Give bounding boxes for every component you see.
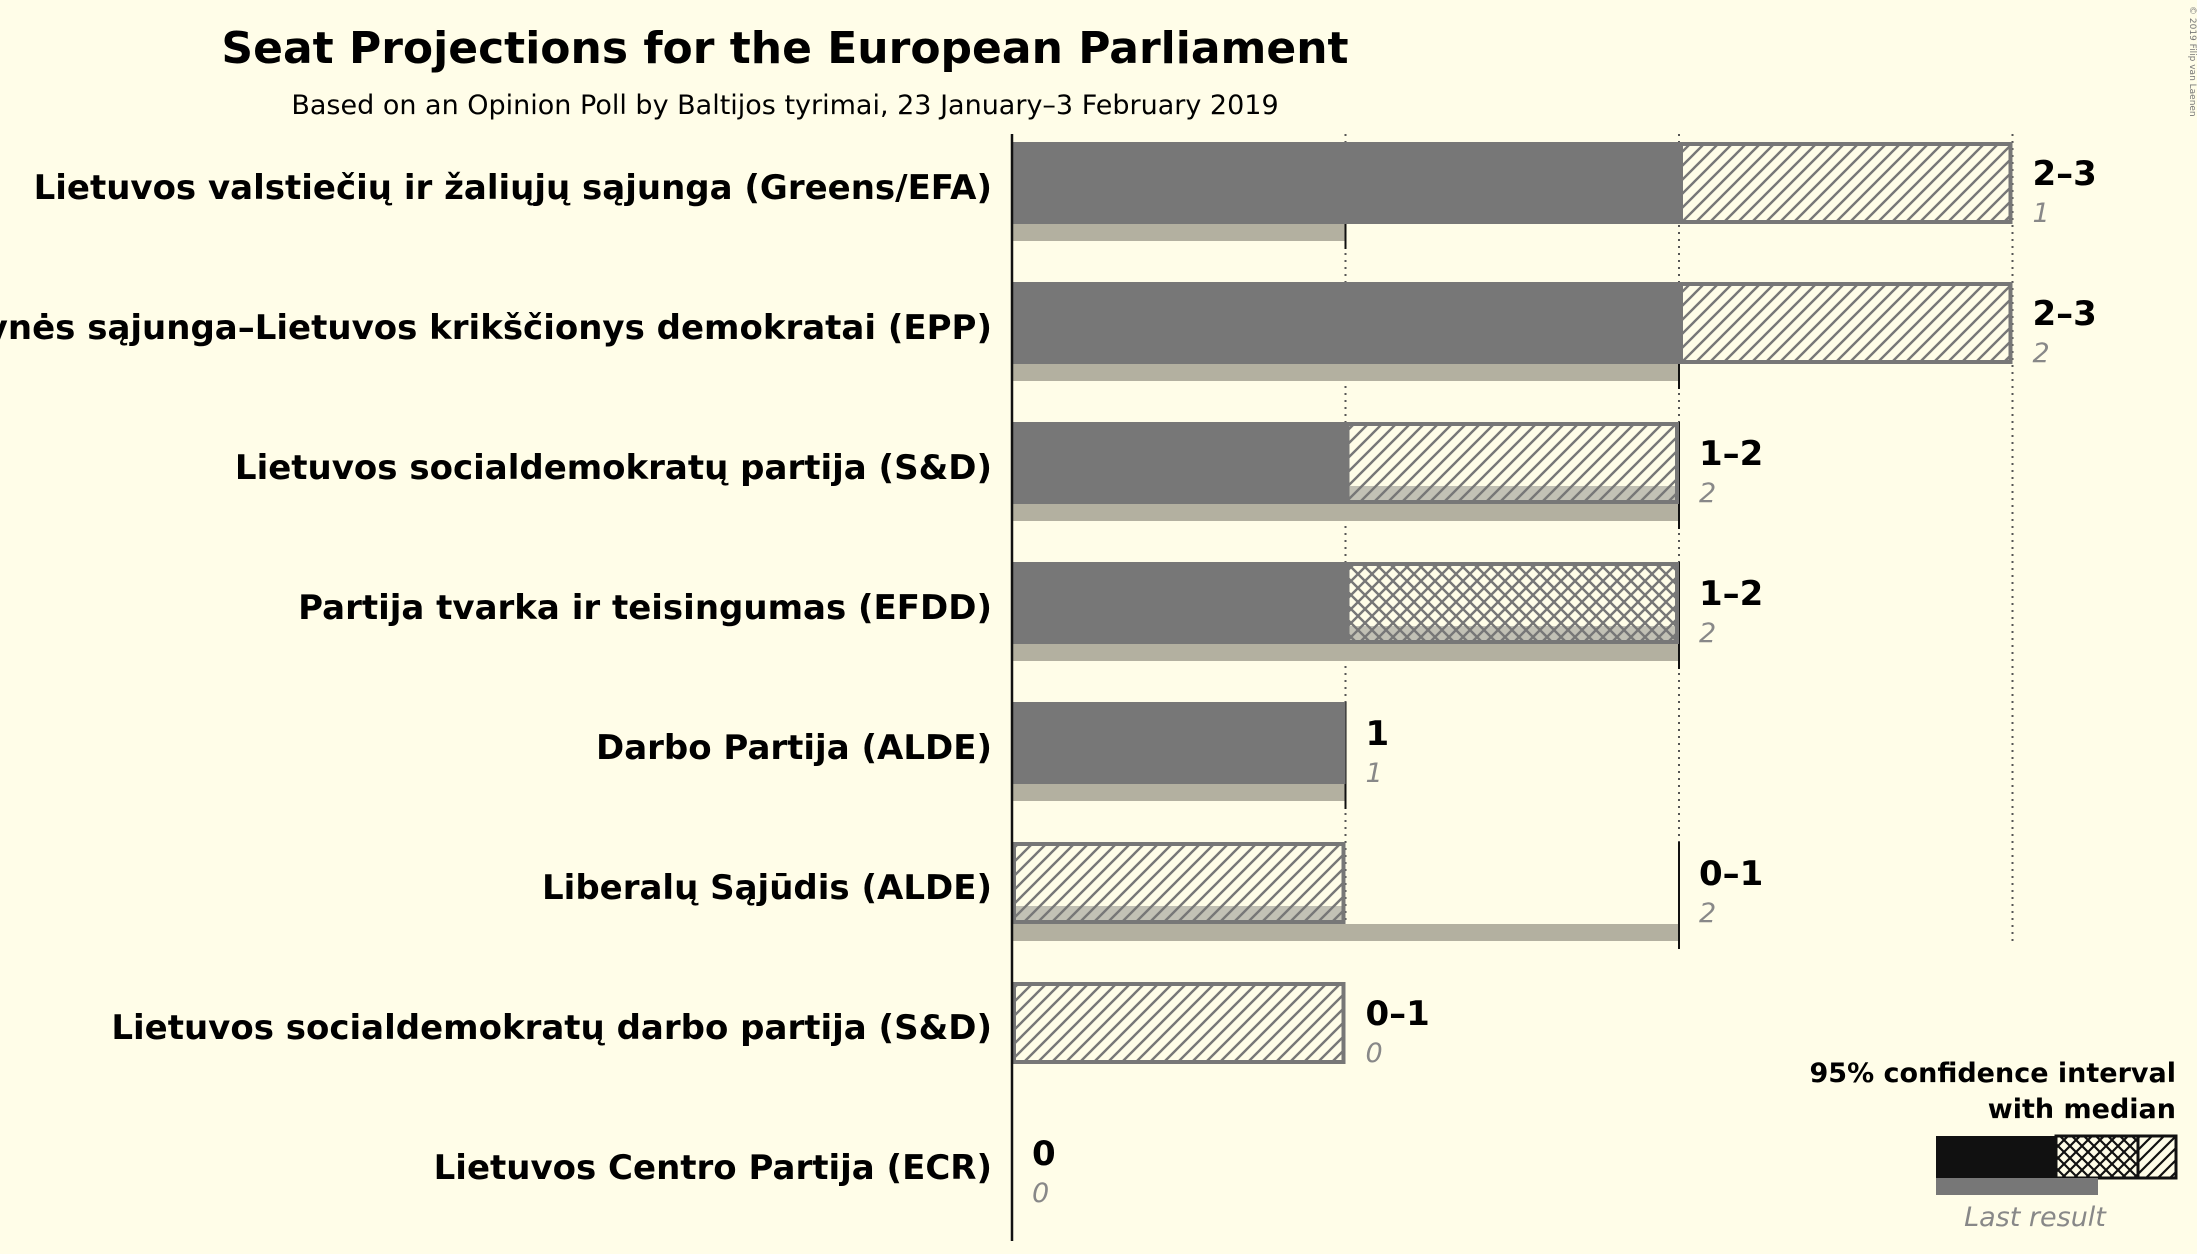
range-label: 1–2 <box>1699 434 1763 474</box>
chart-subtitle: Based on an Opinion Poll by Baltijos tyr… <box>291 90 1278 121</box>
legend-last-result: Last result <box>1964 1202 2107 1233</box>
party-row: Lietuvos socialdemokratų darbo partija (… <box>111 982 1430 1069</box>
copyright-note: © 2019 Filip van Laenen <box>2187 6 2197 117</box>
last-result-label: 0 <box>1366 1038 1383 1069</box>
last-result-bar <box>1012 364 1679 381</box>
party-label: Tėvynės sąjunga–Lietuvos krikščionys dem… <box>0 308 992 348</box>
legend-diag-hatch <box>2136 1134 2178 1180</box>
confidence-interval-bar <box>1012 842 1346 924</box>
party-row: Lietuvos valstiečių ir žaliųjų sąjunga (… <box>34 142 2097 249</box>
party-label: Partija tvarka ir teisingumas (EFDD) <box>298 588 992 628</box>
party-row: Tėvynės sąjunga–Lietuvos krikščionys dem… <box>0 282 2097 389</box>
last-result-label: 2 <box>1699 898 1716 929</box>
range-label: 1 <box>1366 714 1390 754</box>
party-row: Lietuvos socialdemokratų partija (S&D) 1–… <box>235 422 1763 529</box>
last-result-overlay <box>1016 906 1342 920</box>
party-label: Lietuvos socialdemokratų partija (S&D) <box>235 448 992 488</box>
legend-median-bar <box>1936 1136 2056 1178</box>
range-label: 2–3 <box>2033 294 2097 334</box>
last-result-label: 1 <box>2033 198 2050 229</box>
interval-low-bar <box>1012 562 1346 644</box>
last-result-overlay <box>1349 486 1675 500</box>
party-row: Partija tvarka ir teisingumas (EFDD) 1–2 2 <box>298 562 1763 669</box>
confidence-interval-bar <box>1679 282 2013 364</box>
legend-last-bar <box>1936 1178 2098 1195</box>
interval-low-bar <box>1012 702 1346 784</box>
party-row: Darbo Partija (ALDE) 1 1 <box>596 702 1389 809</box>
legend: 95% confidence interval with median Last… <box>1810 1058 2178 1233</box>
confidence-interval-bar <box>1012 982 1346 1064</box>
gridlines <box>1344 134 2014 941</box>
legend-cross-hatch <box>2054 1134 2140 1180</box>
party-label: Lietuvos Centro Partija (ECR) <box>434 1148 992 1188</box>
range-label: 1–2 <box>1699 574 1763 614</box>
range-label: 0–1 <box>1366 994 1430 1034</box>
last-result-label: 0 <box>1032 1178 1049 1209</box>
interval-low-bar <box>1012 422 1346 504</box>
last-result-label: 2 <box>2033 338 2050 369</box>
party-label: Lietuvos socialdemokratų darbo partija (… <box>111 1008 992 1048</box>
party-label: Liberalų Sąjūdis (ALDE) <box>542 868 992 908</box>
last-result-bar <box>1012 924 1679 941</box>
range-label: 0 <box>1032 1134 1056 1174</box>
confidence-interval-bar <box>1345 562 1679 644</box>
party-row: Liberalų Sąjūdis (ALDE) 0–1 2 <box>542 842 1763 949</box>
party-label: Darbo Partija (ALDE) <box>596 728 992 768</box>
party-rows: Lietuvos valstiečių ir žaliųjų sąjunga (… <box>0 142 2097 1209</box>
party-label: Lietuvos valstiečių ir žaliųjų sąjunga (… <box>34 168 992 208</box>
confidence-interval-bar <box>1345 422 1679 504</box>
legend-line1: 95% confidence interval <box>1810 1058 2176 1089</box>
last-result-bar <box>1012 504 1679 521</box>
legend-line2: with median <box>1988 1094 2176 1125</box>
last-result-bar <box>1012 644 1679 661</box>
chart-title: Seat Projections for the European Parlia… <box>221 23 1348 74</box>
last-result-label: 1 <box>1366 758 1383 789</box>
interval-low-bar <box>1012 282 1679 364</box>
interval-low-bar <box>1012 142 1679 224</box>
confidence-interval-bar <box>1679 142 2013 224</box>
party-row: Lietuvos Centro Partija (ECR) 0 0 <box>434 1134 1056 1209</box>
last-result-bar <box>1012 784 1346 801</box>
range-label: 0–1 <box>1699 854 1763 894</box>
last-result-bar <box>1012 224 1346 241</box>
range-label: 2–3 <box>2033 154 2097 194</box>
last-result-label: 2 <box>1699 478 1716 509</box>
last-result-label: 2 <box>1699 618 1716 649</box>
last-result-overlay <box>1349 626 1675 640</box>
